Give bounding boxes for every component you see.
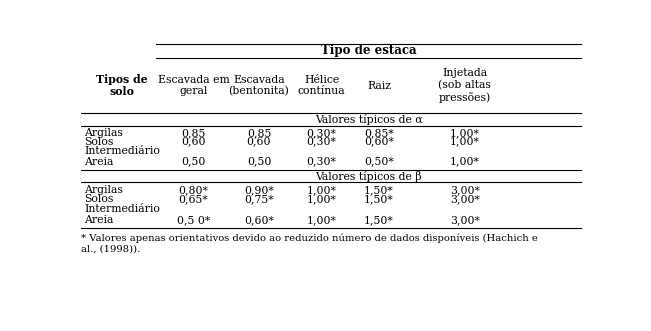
Text: 1,00*: 1,00* <box>307 185 337 195</box>
Text: 0,30*: 0,30* <box>307 128 337 138</box>
Text: 1,50*: 1,50* <box>364 194 394 204</box>
Text: * Valores apenas orientativos devido ao reduzido número de dados disponíveis (Ha: * Valores apenas orientativos devido ao … <box>81 234 538 243</box>
Text: 1,00*: 1,00* <box>307 215 337 225</box>
Text: Raiz: Raiz <box>367 80 391 91</box>
Text: Solos: Solos <box>84 137 113 147</box>
Text: 0,50*: 0,50* <box>364 157 394 166</box>
Text: 0,80*: 0,80* <box>178 185 208 195</box>
Text: Intermediário: Intermediário <box>84 146 159 156</box>
Text: 1,00*: 1,00* <box>450 128 480 138</box>
Text: 3,00*: 3,00* <box>450 215 480 225</box>
Text: Argilas: Argilas <box>84 128 123 138</box>
Text: 0,60*: 0,60* <box>244 215 274 225</box>
Text: 0,65*: 0,65* <box>178 194 208 204</box>
Text: 0,75*: 0,75* <box>244 194 274 204</box>
Text: Argilas: Argilas <box>84 185 123 195</box>
Text: 0,85*: 0,85* <box>364 128 394 138</box>
Text: 0,60*: 0,60* <box>364 137 394 147</box>
Text: Valores típicos de β: Valores típicos de β <box>315 170 422 182</box>
Text: 0,85: 0,85 <box>181 128 206 138</box>
Text: 0,30*: 0,30* <box>307 137 337 147</box>
Text: Escavada
(bentonita): Escavada (bentonita) <box>229 74 290 97</box>
Text: Valores típicos de α: Valores típicos de α <box>314 114 422 125</box>
Text: 0,60: 0,60 <box>181 137 206 147</box>
Text: 1,50*: 1,50* <box>364 185 394 195</box>
Text: 0,60: 0,60 <box>247 137 271 147</box>
Text: Tipos de
solo: Tipos de solo <box>96 74 148 98</box>
Text: 0,50: 0,50 <box>247 157 271 166</box>
Text: 1,00*: 1,00* <box>450 157 480 166</box>
Text: Solos: Solos <box>84 194 113 204</box>
Text: 3,00*: 3,00* <box>450 194 480 204</box>
Text: Intermediário: Intermediário <box>84 204 159 214</box>
Text: 0,85: 0,85 <box>247 128 271 138</box>
Text: 0,90*: 0,90* <box>244 185 274 195</box>
Text: Hélice
contínua: Hélice contínua <box>298 75 345 96</box>
Text: 0,5 0*: 0,5 0* <box>177 215 210 225</box>
Text: 1,00*: 1,00* <box>307 194 337 204</box>
Text: Areia: Areia <box>84 215 113 225</box>
Text: Areia: Areia <box>84 157 113 166</box>
Text: Tipo de estaca: Tipo de estaca <box>321 44 416 58</box>
Text: 0,50: 0,50 <box>181 157 206 166</box>
Text: Injetada
(sob altas
pressões): Injetada (sob altas pressões) <box>438 68 492 103</box>
Text: al., (1998)).: al., (1998)). <box>81 245 141 254</box>
Text: 0,30*: 0,30* <box>307 157 337 166</box>
Text: 1,00*: 1,00* <box>450 137 480 147</box>
Text: 1,50*: 1,50* <box>364 215 394 225</box>
Text: 3,00*: 3,00* <box>450 185 480 195</box>
Text: Escavada em
geral: Escavada em geral <box>158 75 229 96</box>
